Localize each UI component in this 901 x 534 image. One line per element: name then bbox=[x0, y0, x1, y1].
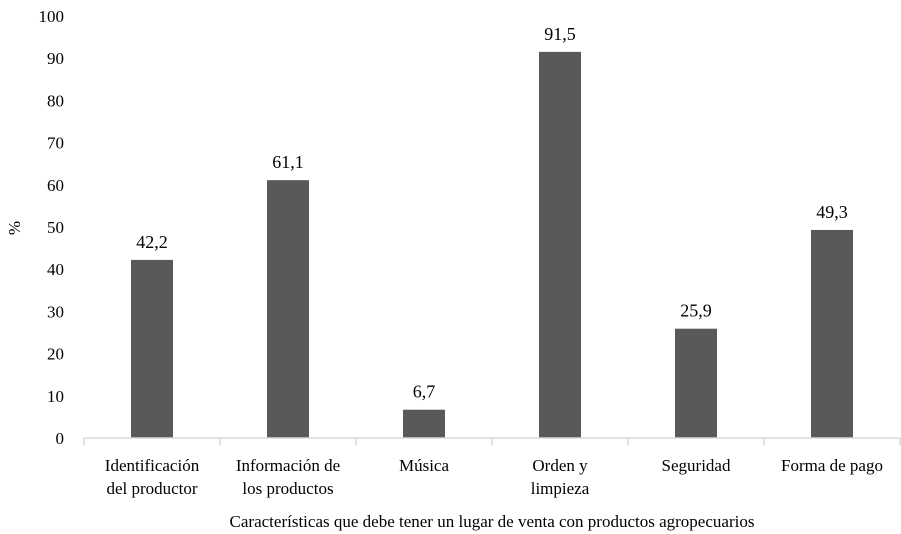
y-tick-label: 10 bbox=[47, 387, 64, 406]
bar-value-label: 49,3 bbox=[816, 202, 848, 222]
category-label: Música bbox=[399, 456, 450, 475]
bar-value-label: 6,7 bbox=[413, 382, 436, 402]
y-tick-label: 30 bbox=[47, 302, 64, 321]
bar-value-label: 25,9 bbox=[680, 301, 712, 321]
bar bbox=[267, 180, 309, 438]
y-tick-label: 50 bbox=[47, 218, 64, 237]
y-tick-label: 0 bbox=[56, 429, 65, 448]
category-label: Forma de pago bbox=[781, 456, 883, 475]
y-tick-label: 20 bbox=[47, 345, 64, 364]
category-label: limpieza bbox=[531, 479, 590, 498]
x-axis-title: Características que debe tener un lugar … bbox=[230, 512, 755, 531]
bar bbox=[539, 51, 581, 439]
y-axis-ticks: 0 10 20 30 40 50 60 70 80 90 100 bbox=[39, 7, 65, 448]
y-tick-label: 40 bbox=[47, 260, 64, 279]
x-axis-ticks bbox=[83, 438, 901, 445]
category-label: Seguridad bbox=[662, 456, 731, 475]
y-tick-label: 90 bbox=[47, 49, 64, 68]
category-label: Orden y bbox=[532, 456, 588, 475]
bar bbox=[811, 229, 853, 438]
category-label: Identificación bbox=[105, 456, 200, 475]
value-labels: 42,2 61,1 6,7 91,5 25,9 49,3 bbox=[136, 24, 848, 402]
category-label: del productor bbox=[106, 479, 197, 498]
y-tick-label: 70 bbox=[47, 134, 64, 153]
bar bbox=[675, 328, 717, 438]
category-label: los productos bbox=[242, 479, 333, 498]
bar bbox=[403, 409, 445, 438]
y-tick-label: 80 bbox=[47, 91, 64, 110]
bar-value-label: 61,1 bbox=[272, 152, 304, 172]
bar bbox=[131, 259, 173, 438]
bars bbox=[131, 51, 853, 439]
category-label: Información de bbox=[236, 456, 340, 475]
y-tick-label: 60 bbox=[47, 176, 64, 195]
y-axis-title: % bbox=[5, 221, 24, 235]
y-tick-label: 100 bbox=[39, 7, 65, 26]
category-labels: Identificación del productor Información d… bbox=[105, 456, 883, 498]
bar-value-label: 42,2 bbox=[136, 232, 168, 252]
bar-value-label: 91,5 bbox=[544, 24, 576, 44]
